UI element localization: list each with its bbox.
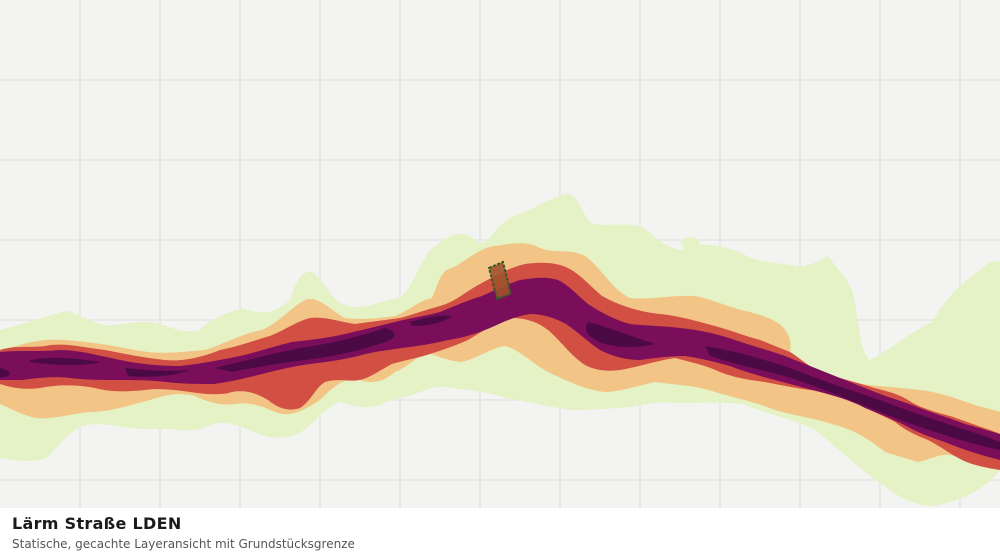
parcel-boundary[interactable] (487, 260, 513, 301)
parcel-polygon[interactable] (487, 260, 513, 301)
noise-band-highest (0, 315, 1000, 450)
layer-caption-panel: Lärm Straße LDEN Statische, gecachte Lay… (0, 508, 1000, 560)
layer-subtitle: Statische, gecachte Layeransicht mit Gru… (12, 537, 355, 551)
layer-title: Lärm Straße LDEN (12, 514, 182, 533)
noise-band-high (0, 277, 1000, 460)
